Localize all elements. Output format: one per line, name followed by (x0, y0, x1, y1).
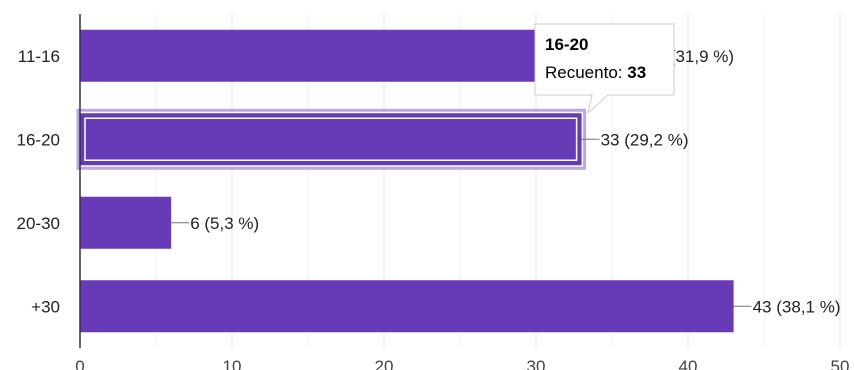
category-label: 11-16 (18, 47, 60, 66)
bar (80, 196, 172, 249)
x-tick-label: 10 (223, 357, 242, 370)
tooltip-value: 33 (627, 63, 646, 82)
x-tick-label: 50 (831, 357, 850, 370)
bar-highlight-inner (84, 117, 578, 161)
data-label: 43 (38,1 %) (753, 297, 841, 316)
bar (80, 280, 734, 333)
category-label: 20-30 (17, 214, 60, 233)
tooltip-title: 16-20 (545, 35, 588, 54)
tooltip-box (534, 23, 675, 115)
category-label: +30 (31, 297, 60, 316)
category-label: 16-20 (17, 130, 60, 149)
data-label: 33 (29,2 %) (601, 130, 689, 149)
bar (80, 113, 582, 166)
x-tick-label: 0 (75, 357, 84, 370)
tooltip-label: Recuento: (545, 63, 627, 82)
data-label: 6 (5,3 %) (190, 214, 259, 233)
x-tick-label: 20 (375, 357, 394, 370)
tooltip-body: Recuento: 33 (545, 63, 646, 82)
x-tick-label: 30 (527, 357, 546, 370)
tooltip: 16-20 Recuento: 33 (534, 23, 675, 115)
x-tick-label: 40 (679, 357, 698, 370)
